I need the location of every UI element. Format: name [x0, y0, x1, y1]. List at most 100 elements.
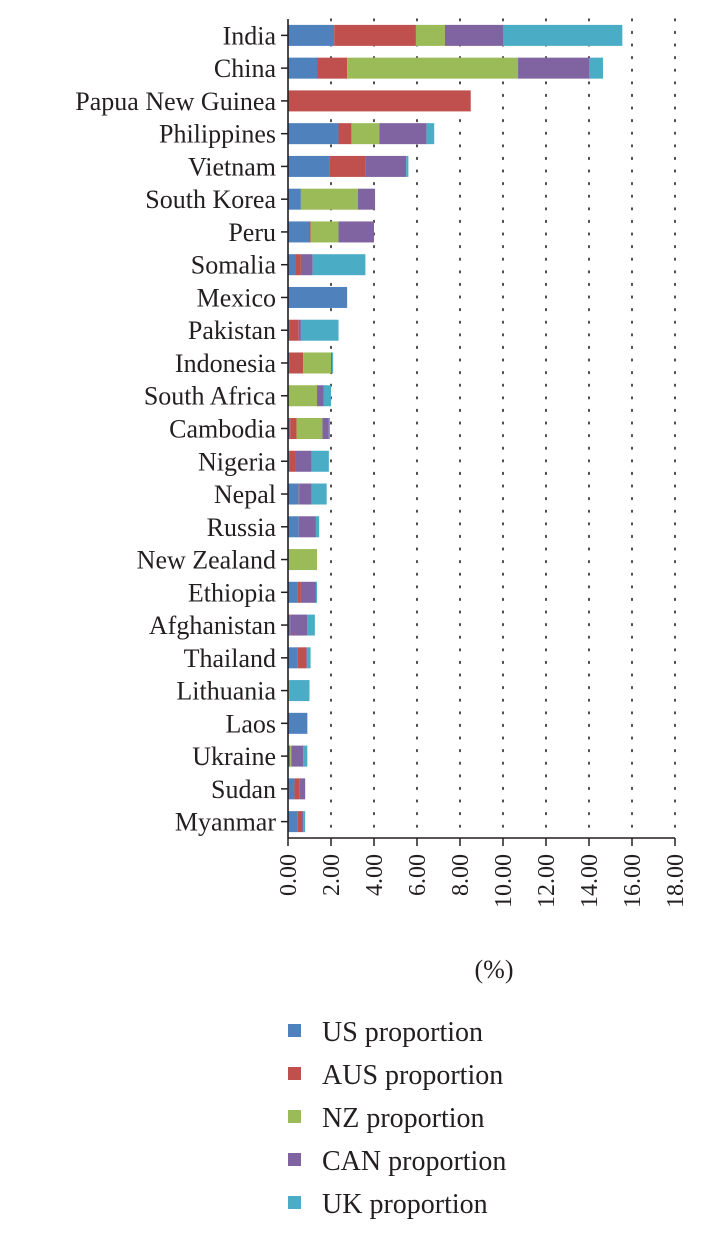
bar-segment [288, 647, 298, 669]
legend-swatch [288, 1153, 301, 1166]
bar-segment [303, 745, 308, 767]
bar-segment [294, 778, 300, 800]
bar-segment [307, 614, 315, 636]
bar-segment [300, 319, 339, 341]
bar-segment [295, 450, 312, 472]
bar-segment [357, 188, 376, 210]
bar-segment [415, 24, 445, 46]
bar-segment [334, 24, 416, 46]
bar-segment [329, 155, 366, 177]
legend-label: NZ proportion [322, 1103, 485, 1134]
bar-segment [288, 483, 299, 505]
bar-segment [288, 581, 298, 603]
bar-segment [288, 24, 335, 46]
bar-segment [332, 352, 334, 374]
bar-segment [297, 811, 302, 833]
bar-segment [317, 57, 348, 79]
bar-segment [365, 155, 407, 177]
bar-segment [307, 647, 311, 669]
legend-label: US proportion [322, 1017, 483, 1048]
bar-segment [291, 745, 304, 767]
legend-swatch [288, 1110, 301, 1123]
bar-segment [289, 450, 296, 472]
bar-segment [288, 188, 301, 210]
bar-segment [322, 418, 329, 439]
bar-segment [351, 123, 380, 145]
category-label: Peru [228, 218, 276, 247]
bar-segment [331, 352, 333, 374]
bar-segment [298, 516, 316, 538]
category-label: Mexico [197, 283, 276, 312]
category-label: Indonesia [175, 349, 277, 378]
bar-segment [328, 418, 330, 439]
bars [288, 24, 623, 833]
bar-segment [306, 647, 308, 669]
bar-segment [338, 123, 352, 145]
bar-segment [426, 123, 435, 145]
bar-segment [300, 254, 313, 276]
bar-segment [288, 418, 291, 439]
bar-segment [379, 123, 427, 145]
legend-swatch [288, 1067, 301, 1080]
category-label: Vietnam [188, 152, 276, 181]
bar-segment [297, 647, 307, 669]
category-label: Sudan [211, 775, 276, 804]
category-label: Ukraine [192, 742, 276, 771]
bar-segment [295, 254, 301, 276]
bar-segment [288, 221, 310, 243]
bar-segment [288, 123, 339, 145]
category-label: Papua New Guinea [75, 87, 276, 116]
x-tick-label: 16.00 [620, 854, 646, 908]
category-label: South Korea [145, 185, 276, 214]
category-label: Russia [207, 513, 277, 542]
grid-lines [330, 18, 676, 839]
legend: US proportion AUS proportion NZ proportion… [288, 1017, 506, 1220]
category-label: Lithuania [176, 677, 276, 706]
bar-segment [300, 188, 358, 210]
bar-segment [406, 155, 409, 177]
bar-segment [288, 57, 318, 79]
bar-segment [518, 57, 589, 79]
bar-segment [289, 352, 304, 374]
bar-segment [288, 385, 318, 407]
category-label: Somalia [191, 251, 277, 280]
bar-segment [289, 680, 310, 702]
legend-label: AUS proportion [322, 1060, 503, 1091]
category-label: Nigeria [198, 447, 276, 476]
category-label: Ethiopia [188, 578, 277, 607]
bar-segment [288, 90, 471, 112]
bar-segment [288, 286, 348, 308]
bar-segment [311, 483, 327, 505]
legend-label: UK proportion [322, 1189, 488, 1220]
category-labels: India China Papua New Guinea Philippines Vie… [75, 21, 276, 836]
x-tick-label: 4.00 [362, 854, 388, 896]
bar-segment [289, 745, 291, 767]
axes [281, 19, 676, 846]
bar-segment [288, 254, 296, 276]
category-label: Philippines [159, 120, 276, 149]
x-tick-label: 10.00 [491, 854, 517, 908]
category-label: Nepal [214, 480, 276, 509]
category-label: Afghanistan [149, 611, 276, 640]
bar-segment [303, 811, 306, 833]
bar-segment [315, 516, 320, 538]
category-label: Thailand [184, 644, 276, 673]
bar-segment [290, 745, 292, 767]
category-label: New Zealand [137, 546, 276, 575]
bar-segment [288, 712, 308, 734]
bar-segment [288, 155, 330, 177]
x-tick-label: 2.00 [319, 854, 345, 896]
bar-segment [296, 418, 323, 439]
bar-segment [312, 254, 366, 276]
bar-segment [444, 24, 503, 46]
bar-segment [301, 811, 304, 833]
category-label: Myanmar [175, 808, 276, 837]
x-tick-label: 18.00 [663, 854, 689, 908]
bar-segment [309, 221, 311, 243]
bar-segment [303, 352, 331, 374]
bar-segment [288, 778, 295, 800]
category-label: Pakistan [188, 316, 276, 345]
x-axis-title: (%) [475, 955, 514, 984]
x-tick-label: 12.00 [534, 854, 560, 908]
